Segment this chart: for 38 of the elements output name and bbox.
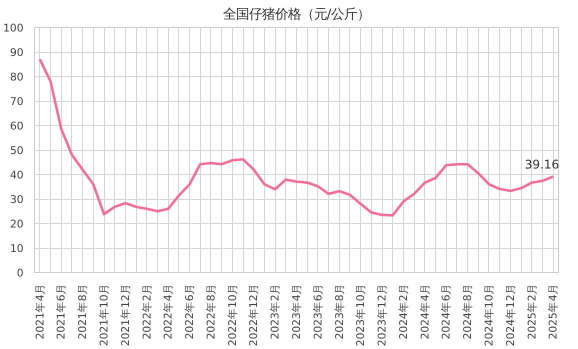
- x-tick-label: 2021年4月: [33, 283, 46, 340]
- x-tick-label: 2023年6月: [311, 283, 324, 340]
- x-tick-label: 2021年12月: [118, 283, 132, 346]
- x-tick-label: 2022年12月: [247, 283, 260, 346]
- x-tick-label: 2021年10月: [98, 283, 111, 346]
- y-tick-label: 20: [10, 218, 24, 230]
- x-tick-label: 2025年4月: [546, 283, 560, 340]
- y-tick-label: 40: [10, 168, 24, 182]
- x-tick-label: 2023年10月: [354, 283, 368, 346]
- y-tick-label: 30: [10, 193, 24, 206]
- x-tick-label: 2021年6月: [54, 283, 68, 340]
- y-tick-label: 0: [16, 266, 24, 280]
- y-tick-label: 60: [10, 120, 24, 132]
- x-tick-label: 2024年10月: [482, 283, 496, 346]
- x-tick-label: 2024年4月: [418, 283, 432, 340]
- x-tick-label: 2021年8月: [76, 283, 90, 340]
- y-tick-label: 80: [10, 70, 24, 84]
- x-tick-label: 2023年2月: [268, 283, 282, 340]
- x-tick-label: 2022年4月: [162, 283, 175, 340]
- x-tick-label: 2023年12月: [376, 283, 389, 346]
- y-tick-label: 50: [10, 144, 24, 157]
- x-tick-label: 2024年2月: [396, 283, 410, 340]
- x-tick-label: 2022年10月: [226, 283, 239, 346]
- y-tick-label: 70: [10, 95, 24, 108]
- x-tick-label: 2023年8月: [332, 283, 346, 340]
- x-tick-label: 2024年8月: [461, 283, 474, 340]
- y-tick-label: 90: [10, 46, 24, 59]
- data-label: 39.16: [524, 158, 560, 172]
- x-tick-label: 2024年6月: [440, 283, 453, 340]
- x-tick-label: 2024年12月: [504, 283, 517, 346]
- x-tick-label: 2022年6月: [183, 283, 196, 340]
- y-tick-label: 100: [3, 22, 24, 34]
- x-tick-label: 2022年8月: [204, 283, 218, 340]
- chart-title: 全国仔猪价格（元/公斤）: [222, 8, 370, 22]
- x-tick-label: 2025年2月: [525, 283, 538, 340]
- x-tick-label: 2023年4月: [290, 283, 303, 340]
- y-tick-label: 10: [10, 242, 24, 255]
- x-tick-label: 2022年2月: [140, 283, 154, 340]
